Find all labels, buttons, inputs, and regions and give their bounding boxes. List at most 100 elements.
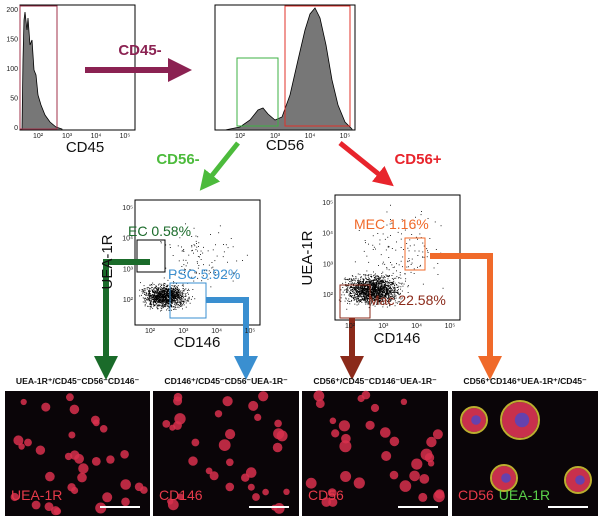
event-dot [363,290,365,292]
event-dot [196,261,198,263]
event-dot [400,286,402,288]
event-dot [164,305,166,307]
event-dot [158,292,160,294]
event-dot [356,287,358,289]
event-dot [401,233,402,235]
event-dot [180,272,182,274]
stain-label: CD56 [458,487,494,503]
event-dot [364,291,366,293]
event-dot [164,297,166,299]
event-dot [181,301,183,302]
event-dot [232,246,234,248]
event-dot [389,288,391,289]
event-dot [367,291,369,293]
event-dot [179,292,181,294]
event-dot [157,300,159,302]
event-dot [363,299,365,301]
cell [254,413,262,421]
event-dot [362,289,363,291]
event-dot [177,295,179,297]
event-dot [386,290,388,292]
cell [241,473,250,482]
event-dot [150,299,152,301]
event-dot [387,301,388,302]
event-dot [152,295,154,297]
event-dot [366,281,368,283]
event-dot [349,293,351,294]
event-dot [361,289,363,291]
event-dot [148,298,150,300]
event-dot [355,296,357,298]
event-dot [368,296,370,298]
event-dot [360,292,361,294]
event-dot [352,291,353,293]
event-dot [375,277,377,279]
event-dot [160,302,162,304]
event-dot [360,293,361,295]
event-dot [164,304,166,306]
event-dot [161,302,163,304]
event-dot [364,289,366,290]
event-dot [374,295,375,297]
event-dot [173,304,175,306]
event-dot [386,293,388,295]
event-dot [367,283,369,285]
event-dot [375,248,376,250]
cell [218,439,231,451]
event-dot [179,237,181,239]
y-tick-label: 10³ [123,266,134,273]
event-dot [142,301,144,303]
event-dot [379,289,381,291]
event-dot [362,282,364,284]
event-dot [197,250,198,252]
y-tick-label: 10⁴ [322,231,333,238]
event-dot [359,281,361,283]
event-dot [392,281,394,283]
event-dot [157,301,159,303]
event-dot [162,290,164,292]
cell [174,413,186,425]
event-dot [148,289,150,291]
event-dot [384,285,386,286]
event-dot [358,283,360,285]
event-dot [181,266,183,267]
event-dot [405,280,406,282]
event-dot [371,295,372,296]
histogram-cd56 [214,4,356,131]
event-dot [370,296,372,298]
event-dot [356,287,357,288]
event-dot [379,292,381,294]
event-dot [193,280,195,282]
event-dot [383,285,385,287]
event-dot [366,296,367,298]
event-dot [366,294,368,296]
gate [19,5,58,130]
event-dot [162,299,163,301]
event-dot [365,294,367,296]
event-dot [185,259,187,261]
event-dot [195,235,197,237]
event-dot [419,265,421,267]
event-dot [385,300,386,302]
event-dot [384,295,385,297]
event-dot [149,300,151,302]
event-dot [175,304,177,306]
event-dot [156,295,158,297]
event-dot [375,283,377,285]
event-dot [391,278,393,280]
event-dot [178,292,179,294]
event-dot [173,281,174,283]
event-dot [166,298,168,300]
event-dot [161,290,163,292]
event-dot [161,309,163,311]
event-dot [385,302,386,304]
cell [328,497,338,507]
event-dot [362,279,364,281]
event-dot [157,304,159,306]
event-dot [389,296,391,298]
event-dot [158,294,160,295]
event-dot [154,294,155,296]
event-dot [175,300,177,302]
event-dot [376,293,378,295]
event-dot [181,305,183,307]
